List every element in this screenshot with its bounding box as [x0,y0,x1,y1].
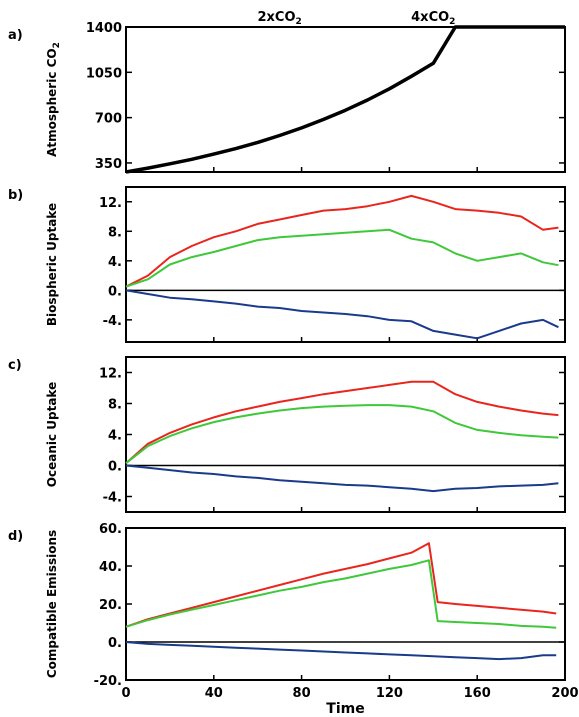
series-line [125,542,557,628]
x-tick-label: 200 [551,686,578,701]
y-tick-label: 0. [108,636,122,651]
x-tick-label: 160 [464,686,491,701]
y-tick-label: 350 [95,157,122,172]
series-line [125,194,559,288]
y-tick-label: -4. [103,314,122,329]
x-tick-label: 40 [205,686,223,701]
co2-annotation: 4xCO2 [411,10,455,27]
y-axis-label: Atmospheric CO2 [45,42,62,157]
y-tick-label: 8. [108,398,122,413]
panel-label: c) [8,358,22,373]
series-line [125,464,559,493]
y-tick-label: 40. [99,560,122,575]
y-tick-label: 1400 [86,21,122,36]
series-line [125,228,559,288]
x-tick-label: 80 [293,686,311,701]
panel-label: b) [8,188,23,203]
panel-label: a) [8,28,23,43]
y-tick-label: 12. [99,196,122,211]
panel-frame [125,527,566,681]
y-tick-label: -4. [103,491,122,506]
series-line [125,641,557,661]
y-tick-label: 8. [108,225,122,240]
y-tick-label: 60. [99,522,122,537]
series-line [125,559,557,629]
co2-annotation: 2xCO2 [258,10,302,27]
y-tick-label: -20. [94,674,122,689]
series-line [125,404,559,464]
y-tick-label: 0. [108,284,122,299]
y-tick-label: 4. [108,255,122,270]
y-tick-label: 1050 [86,66,122,81]
y-axis-label: Compatible Emissions [45,530,59,678]
y-tick-label: 0. [108,460,122,475]
panel-frame [125,26,566,173]
series-line [125,380,559,464]
y-tick-label: 700 [95,112,122,127]
series-line [125,25,565,174]
series-line [125,289,559,340]
x-tick-label: 120 [376,686,403,701]
panel-frame [125,356,566,513]
y-tick-label: 12. [99,367,122,382]
y-tick-label: 4. [108,429,122,444]
y-tick-label: 20. [99,598,122,613]
y-axis-label: Biospheric Uptake [45,203,59,326]
x-axis-label: Time [326,701,364,717]
y-axis-label: Oceanic Uptake [45,382,59,487]
x-tick-label: 0 [121,686,130,701]
panel-label: d) [8,529,23,544]
panel-frame [125,186,566,343]
